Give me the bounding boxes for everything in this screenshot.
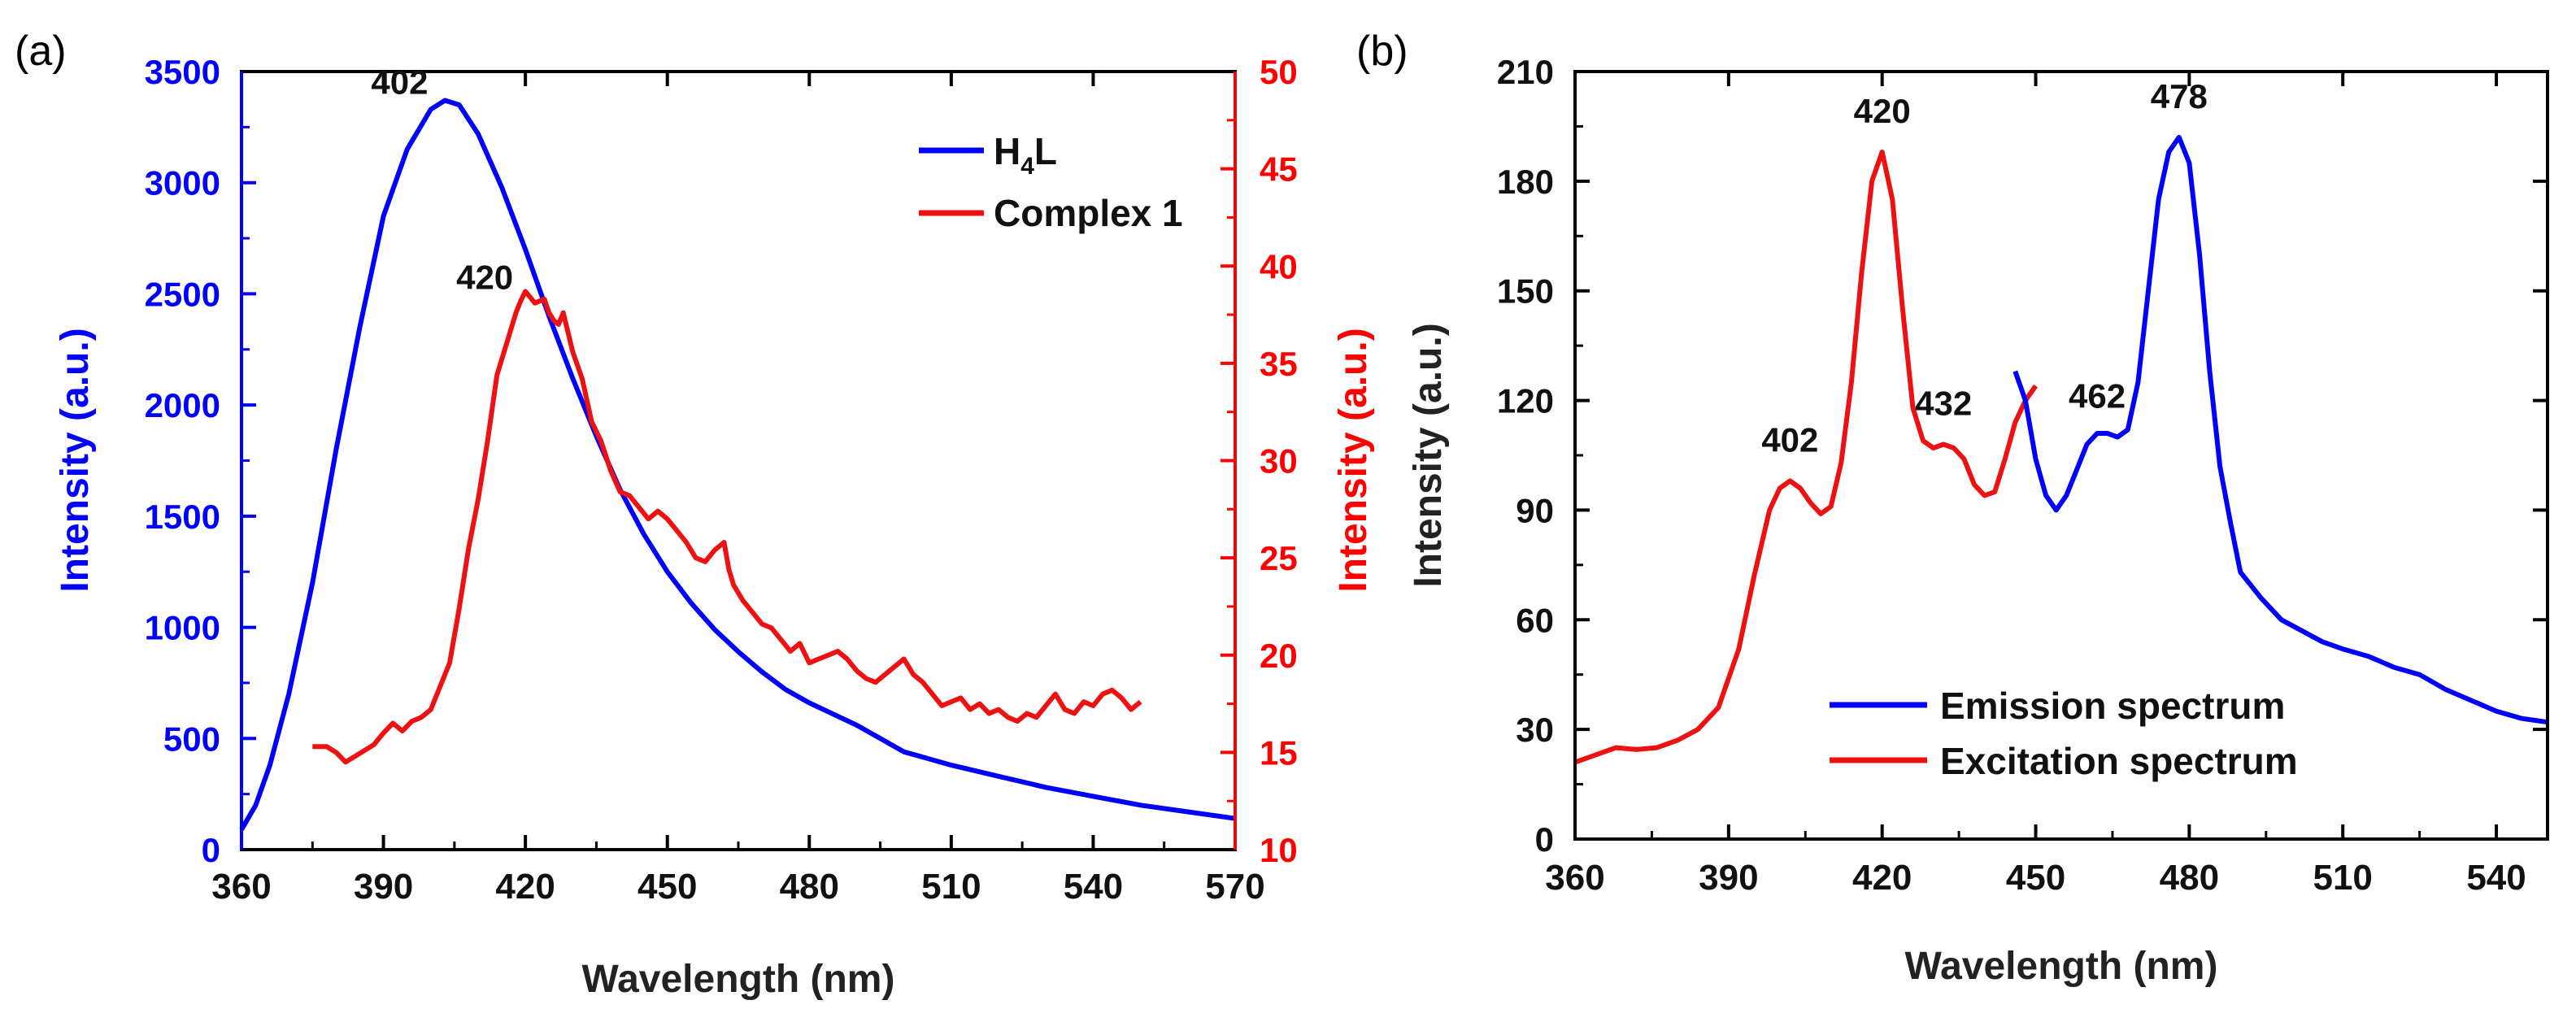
peak-label: 402 <box>1761 421 1818 459</box>
panel-label-a: (a) <box>15 28 67 75</box>
left-y-tick-label: 3000 <box>145 164 220 202</box>
peak-label: 420 <box>456 259 513 297</box>
peak-label: 478 <box>2151 77 2208 115</box>
panel-b-y-tick-labels: 0 30 60 90 120 150 180 210 <box>1497 53 1554 859</box>
right-y-tick-label: 10 <box>1260 831 1298 869</box>
left-y-tick-label: 1000 <box>145 609 220 647</box>
panel-a-x-tick-labels: 360 390 420 450 480 510 540 570 <box>211 867 1264 907</box>
panel-b-peak-labels: 402 420 432 462 478 <box>1761 77 2207 459</box>
panel-b-legend: Emission spectrum Excitation spectrum <box>1830 685 2298 782</box>
y-tick-label: 120 <box>1497 382 1554 420</box>
x-tick-label: 360 <box>211 867 271 907</box>
x-tick-label: 480 <box>2160 858 2219 898</box>
peak-label: 402 <box>371 63 428 102</box>
panel-a-right-y-axis-label: Intensity (a.u.) <box>1332 328 1375 592</box>
legend-label-emission: Emission spectrum <box>1940 685 2285 727</box>
right-y-tick-label: 25 <box>1260 539 1298 577</box>
panel-a-right-y-tick-labels: 10 15 20 25 30 35 40 45 50 <box>1260 53 1298 869</box>
legend-label-complex-1: Complex 1 <box>994 192 1183 234</box>
series-line-emission <box>2012 134 2548 725</box>
legend-label-excitation: Excitation spectrum <box>1940 740 2298 782</box>
panel-a-plot-frame <box>240 70 1237 851</box>
left-y-tick-label: 0 <box>202 831 220 869</box>
right-y-tick-label: 50 <box>1260 53 1298 91</box>
panel-label-b: (b) <box>1356 28 1408 75</box>
panel-b-x-axis-label: Wavelength (nm) <box>1905 945 2218 988</box>
y-tick-label: 60 <box>1516 601 1554 639</box>
right-y-tick-label: 15 <box>1260 733 1298 772</box>
panel-a-legend: H4L Complex 1 <box>919 130 1183 234</box>
legend-label-h4l: H4L <box>994 130 1057 180</box>
x-tick-label: 420 <box>1852 858 1912 898</box>
x-tick-label: 450 <box>637 867 697 907</box>
peak-label: 420 <box>1854 92 1911 130</box>
left-y-tick-label: 2000 <box>145 386 220 424</box>
x-tick-label: 510 <box>921 867 981 907</box>
series-line-complex-1 <box>312 289 1142 765</box>
panel-a-ticks <box>240 70 1237 851</box>
y-tick-label: 180 <box>1497 163 1554 201</box>
x-tick-label: 390 <box>354 867 413 907</box>
panel-a-series <box>239 98 1236 831</box>
right-y-tick-label: 35 <box>1260 345 1298 383</box>
right-y-tick-label: 40 <box>1260 247 1298 285</box>
panel-b: (b) 360 390 420 450 480 510 540 0 30 60 90 120 150 1… <box>1356 28 2549 988</box>
y-tick-label: 210 <box>1497 53 1554 91</box>
panel-a-left-y-tick-labels: 0 500 1000 1500 2000 2500 3000 3500 <box>145 53 220 869</box>
peak-label: 432 <box>1915 385 1972 423</box>
series-line-h4l <box>239 98 1236 831</box>
panel-a-peak-labels: 402 420 <box>371 63 513 297</box>
y-tick-label: 150 <box>1497 272 1554 311</box>
left-y-tick-label: 1500 <box>145 498 220 536</box>
left-y-tick-label: 500 <box>163 720 220 758</box>
panel-b-y-axis-label: Intensity (a.u.) <box>1407 323 1450 587</box>
peak-label: 462 <box>2069 377 2126 415</box>
y-tick-label: 90 <box>1516 491 1554 529</box>
panel-b-plot-frame <box>1573 70 2549 841</box>
left-y-tick-label: 3500 <box>145 53 220 91</box>
x-tick-label: 510 <box>2313 858 2372 898</box>
y-tick-label: 0 <box>1535 820 1554 859</box>
x-tick-label: 360 <box>1545 858 1604 898</box>
x-tick-label: 540 <box>1064 867 1123 907</box>
panel-b-series <box>1573 134 2548 765</box>
left-y-tick-label: 2500 <box>145 275 220 313</box>
right-y-tick-label: 20 <box>1260 637 1298 675</box>
panel-a-x-axis-label: Wavelength (nm) <box>582 958 895 1001</box>
x-tick-label: 570 <box>1205 867 1264 907</box>
x-tick-label: 450 <box>2006 858 2065 898</box>
right-y-tick-label: 45 <box>1260 150 1298 189</box>
panel-b-x-tick-labels: 360 390 420 450 480 510 540 <box>1545 858 2526 898</box>
right-y-tick-label: 30 <box>1260 442 1298 481</box>
panel-a-left-y-axis-label: Intensity (a.u.) <box>54 328 97 592</box>
x-tick-label: 540 <box>2466 858 2526 898</box>
x-tick-label: 480 <box>780 867 839 907</box>
y-tick-label: 30 <box>1516 711 1554 749</box>
x-tick-label: 390 <box>1699 858 1758 898</box>
x-tick-label: 420 <box>495 867 555 907</box>
panel-a: (a) 360 390 420 450 480 510 540 570 05001000150… <box>15 28 1375 1001</box>
series-line-excitation <box>1573 149 2038 765</box>
